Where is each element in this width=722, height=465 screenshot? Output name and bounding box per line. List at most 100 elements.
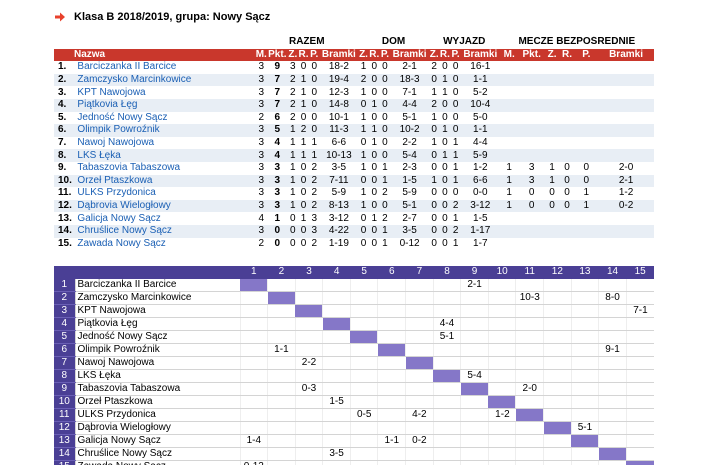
stat-hp: 2 <box>379 212 391 225</box>
col-away-goals: Bramki <box>460 48 500 62</box>
stat-hz: 2 <box>358 73 369 87</box>
matrix-result-cell <box>487 343 516 357</box>
stat-p: 0 <box>308 124 320 137</box>
stat-m: 3 <box>255 187 268 200</box>
stat-hg: 5-4 <box>390 149 429 162</box>
stat-pts: 0 <box>267 237 288 251</box>
stat-ag: 5-2 <box>460 86 500 99</box>
stat-ar: 1 <box>439 124 451 137</box>
matrix-team-name: Tabaszovia Tabaszowa <box>74 382 241 396</box>
matrix-result-cell <box>267 460 296 465</box>
matrix-result-cell <box>294 460 323 465</box>
matrix-result-cell <box>487 278 516 292</box>
stat-bpts <box>518 124 545 137</box>
team-link[interactable]: KPT Nawojowa <box>75 86 256 99</box>
team-link[interactable]: Tabaszovia Tabaszowa <box>75 161 256 175</box>
stat-bm <box>499 124 519 137</box>
matrix-corner <box>54 266 75 279</box>
team-link[interactable]: Barciczanka II Barcice <box>75 61 256 74</box>
position: 8. <box>54 149 76 162</box>
stat-bp <box>574 61 599 74</box>
matrix-result-cell <box>515 330 544 344</box>
matrix-result-cell <box>460 408 489 422</box>
matrix-row: 2 Zamczysko Marcinkowice 10-3 8-0 <box>54 291 654 305</box>
stat-bm: 1 <box>499 187 519 200</box>
team-link[interactable]: Nawoj Nawojowa <box>75 136 256 150</box>
matrix-diagonal-cell <box>322 317 351 331</box>
stat-bpts <box>518 73 545 87</box>
stat-bp <box>574 86 599 99</box>
stat-bpts <box>518 61 545 74</box>
team-link[interactable]: Chruślice Nowy Sącz <box>75 224 256 238</box>
stat-ag: 1-1 <box>460 124 500 137</box>
stat-ap: 1 <box>450 212 461 225</box>
stat-hr: 0 <box>368 187 380 200</box>
matrix-result-cell <box>377 395 406 409</box>
matrix-result-cell <box>267 447 296 461</box>
matrix-result-cell <box>598 317 627 331</box>
stat-hg: 7-1 <box>390 86 429 99</box>
stat-bm: 1 <box>499 161 519 175</box>
team-link[interactable]: Dąbrovia Wielogłowy <box>75 199 256 213</box>
matrix-row: 4 Piątkovia Łęg 4-4 <box>54 317 654 331</box>
stat-bp <box>574 237 599 251</box>
team-link[interactable]: Jedność Nowy Sącz <box>75 111 256 125</box>
page-header: Klasa B 2018/2019, grupa: Nowy Sącz <box>54 9 270 25</box>
matrix-result-cell <box>598 369 627 383</box>
stat-hg: 5-9 <box>390 187 429 200</box>
matrix-result-cell <box>515 356 544 370</box>
matrix-result-cell <box>515 343 544 357</box>
matrix-col-number: 7 <box>405 266 434 279</box>
stat-bm <box>499 73 519 87</box>
table-row: 8. LKS Łęka 3 4 1 1 1 10-13 1 0 0 5-4 0 1 1 5-9 <box>54 149 654 162</box>
stat-z: 2 <box>287 86 299 99</box>
matrix-result-cell <box>460 304 489 318</box>
stat-hr: 1 <box>368 124 380 137</box>
matrix-result-cell <box>322 278 351 292</box>
group-away: WYJAZD <box>428 36 500 49</box>
team-link[interactable]: Orzeł Ptaszkowa <box>75 174 256 188</box>
col-h2h-m: M. <box>499 48 519 62</box>
matrix-result-cell <box>294 317 323 331</box>
stat-bz <box>544 149 560 162</box>
stat-ag: 6-6 <box>460 174 500 188</box>
position: 12. <box>54 199 76 213</box>
standings-header: Nazwa M. Pkt. Z. R. P. Bramki Z. R. P. B… <box>54 48 654 62</box>
table-row: 1. Barciczanka II Barcice 3 9 3 0 0 18-2 1 0 0 2-1 2… <box>54 61 654 74</box>
matrix-result-cell <box>239 382 268 396</box>
matrix-result-cell <box>487 330 516 344</box>
stat-br <box>559 136 575 150</box>
stat-bpts <box>518 86 545 99</box>
matrix-result-cell: 4-4 <box>432 317 461 331</box>
stat-hp: 0 <box>379 136 391 150</box>
stat-hz: 0 <box>358 136 369 150</box>
team-link[interactable]: LKS Łęka <box>75 149 256 162</box>
team-link[interactable]: ULKS Przydonica <box>75 187 256 200</box>
col-home-r: R. <box>368 48 380 62</box>
stat-hr: 0 <box>368 224 380 238</box>
stat-bm <box>499 86 519 99</box>
matrix-diagonal-cell <box>405 356 434 370</box>
team-link[interactable]: Olimpik Powroźnik <box>75 124 256 137</box>
matrix-result-cell <box>294 421 323 435</box>
matrix-result-cell <box>487 369 516 383</box>
team-link[interactable]: Zamczysko Marcinkowice <box>75 73 256 87</box>
position: 9. <box>54 161 76 175</box>
matrix-result-cell: 1-2 <box>487 408 516 422</box>
stat-bpts <box>518 237 545 251</box>
stat-bg <box>598 73 654 87</box>
stat-br <box>559 111 575 125</box>
stat-m: 3 <box>255 149 268 162</box>
stat-bm: 1 <box>499 199 519 213</box>
matrix-col-number: 9 <box>460 266 489 279</box>
table-row: 9. Tabaszovia Tabaszowa 3 3 1 0 2 3-5 1 0 1 2-3 0 0 1 1… <box>54 161 654 175</box>
matrix-result-cell <box>239 317 268 331</box>
stat-bz <box>544 224 560 238</box>
team-link[interactable]: Zawada Nowy Sącz <box>75 237 256 251</box>
team-link[interactable]: Galicja Nowy Sącz <box>75 212 256 225</box>
stat-pts: 3 <box>267 187 288 200</box>
team-link[interactable]: Piątkovia Łęg <box>75 98 256 112</box>
matrix-result-cell: 0-5 <box>349 408 378 422</box>
stat-ap: 0 <box>450 61 461 74</box>
stat-bp <box>574 111 599 125</box>
